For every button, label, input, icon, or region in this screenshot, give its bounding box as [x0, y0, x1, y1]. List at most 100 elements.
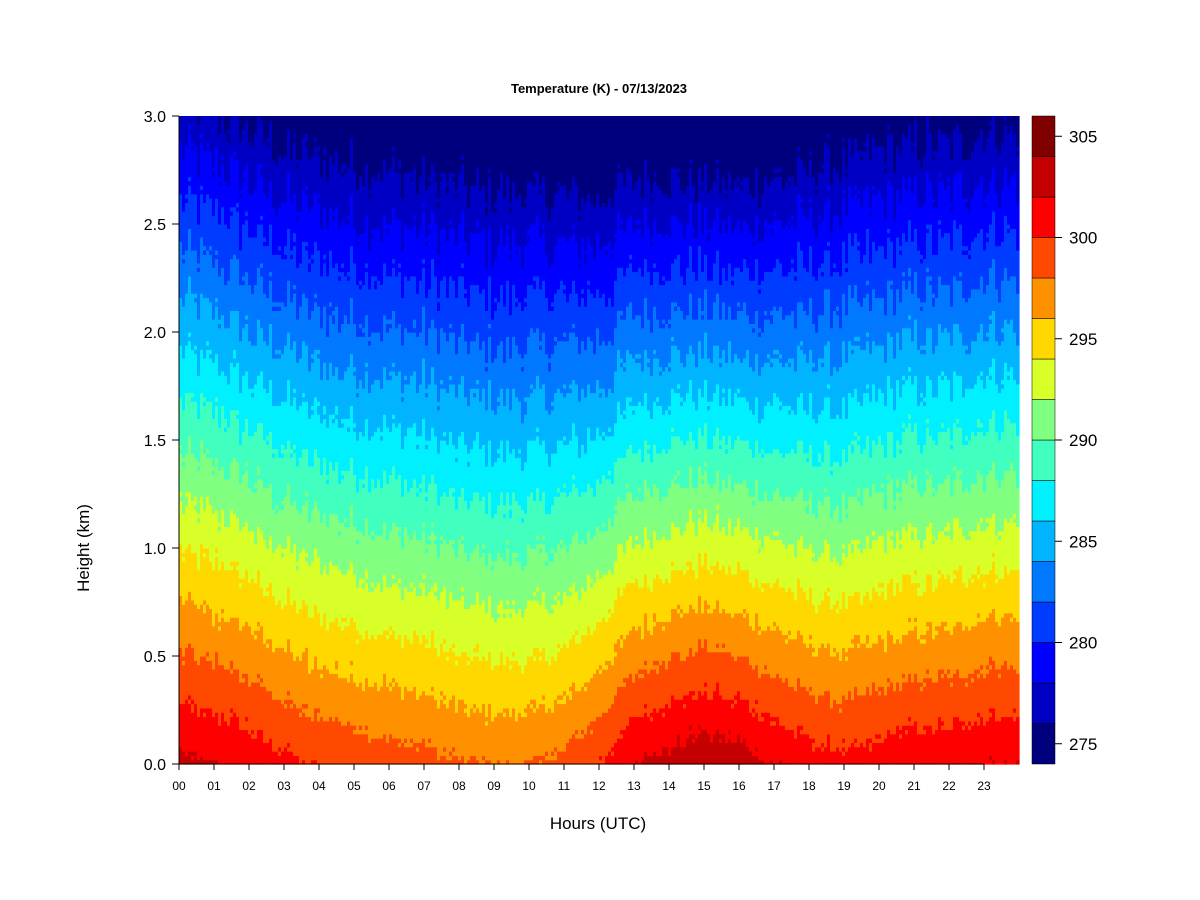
heatmap-cell	[647, 366, 651, 411]
heatmap-cell	[389, 733, 393, 765]
heatmap-cell	[419, 383, 423, 437]
heatmap-cell	[875, 690, 879, 735]
heatmap-cell	[929, 677, 933, 726]
heatmap-cell	[920, 733, 924, 765]
heatmap-cell	[725, 116, 729, 191]
heatmap-cell	[284, 699, 288, 705]
heatmap-cell	[749, 751, 753, 765]
heatmap-cell	[656, 319, 660, 359]
heatmap-cell	[449, 332, 453, 376]
heatmap-cell	[332, 418, 336, 424]
heatmap-cell	[626, 491, 630, 540]
heatmap-cell	[503, 116, 507, 199]
heatmap-cell	[875, 444, 879, 493]
heatmap-cell	[569, 491, 573, 545]
heatmap-cell	[287, 751, 291, 765]
heatmap-cell	[650, 284, 654, 333]
heatmap-cell	[365, 733, 369, 765]
heatmap-cell	[590, 293, 594, 342]
heatmap-cell	[545, 116, 549, 208]
heatmap-cell	[371, 586, 375, 592]
heatmap-cell	[602, 388, 606, 432]
heatmap-cell	[956, 172, 960, 229]
heatmap-cell	[527, 396, 531, 441]
heatmap-cell	[230, 712, 234, 718]
heatmap-cell	[593, 116, 597, 208]
heatmap-cell	[881, 487, 885, 493]
heatmap-cell	[374, 535, 378, 588]
heatmap-cell	[941, 284, 945, 333]
heatmap-cell	[800, 202, 804, 208]
heatmap-cell	[689, 604, 693, 648]
heatmap-cell	[206, 759, 210, 765]
heatmap-cell	[908, 327, 912, 368]
heatmap-cell	[539, 656, 543, 661]
heatmap-cell	[899, 729, 903, 735]
heatmap-cell	[602, 293, 606, 342]
heatmap-cell	[506, 491, 510, 540]
heatmap-cell	[893, 116, 897, 173]
heatmap-cell	[626, 487, 630, 493]
heatmap-cell	[674, 651, 678, 700]
heatmap-cell	[566, 116, 570, 199]
heatmap-cell	[266, 487, 270, 549]
heatmap-cell	[473, 755, 477, 765]
heatmap-cell	[503, 608, 507, 614]
heatmap-cell	[383, 573, 387, 631]
heatmap-cell	[647, 716, 651, 756]
heatmap-cell	[830, 418, 834, 467]
heatmap-cell	[227, 427, 231, 480]
heatmap-cell	[935, 491, 939, 540]
heatmap-cell	[284, 254, 288, 260]
heatmap-cell	[620, 172, 624, 221]
heatmap-cell	[266, 643, 270, 648]
heatmap-cell	[866, 336, 870, 342]
heatmap-cell	[497, 245, 501, 303]
heatmap-cell	[275, 353, 279, 359]
heatmap-cell	[410, 180, 414, 229]
heatmap-cell	[497, 344, 501, 398]
heatmap-cell	[476, 543, 480, 592]
heatmap-cell	[533, 280, 537, 290]
heatmap-cell	[521, 470, 525, 510]
heatmap-cell	[851, 647, 855, 700]
heatmap-cell	[941, 431, 945, 484]
heatmap-cell	[398, 474, 402, 527]
heatmap-cell	[842, 396, 846, 450]
heatmap-cell	[389, 379, 393, 432]
heatmap-cell	[827, 444, 831, 497]
heatmap-cell	[335, 206, 339, 264]
heatmap-cell	[701, 647, 705, 696]
heatmap-cell	[908, 366, 912, 372]
heatmap-cell	[464, 444, 468, 502]
heatmap-cell	[407, 280, 411, 333]
heatmap-cell	[239, 198, 243, 251]
heatmap-cell	[623, 275, 627, 320]
heatmap-cell	[536, 435, 540, 489]
heatmap-cell	[770, 759, 774, 765]
heatmap-cell	[704, 638, 708, 683]
heatmap-cell	[533, 185, 537, 225]
heatmap-cell	[401, 647, 405, 700]
heatmap-cell	[671, 431, 675, 437]
heatmap-cell	[791, 638, 795, 687]
heatmap-cell	[584, 634, 588, 683]
heatmap-cell	[965, 725, 969, 765]
heatmap-cell	[605, 664, 609, 670]
heatmap-cell	[194, 552, 198, 605]
heatmap-cell	[473, 340, 477, 389]
heatmap-cell	[287, 742, 291, 748]
heatmap-cell	[938, 375, 942, 432]
heatmap-cell	[305, 496, 309, 502]
heatmap-cell	[638, 491, 642, 502]
heatmap-cell	[635, 353, 639, 359]
heatmap-cell	[863, 141, 867, 147]
heatmap-cell	[692, 185, 696, 229]
heatmap-cell	[569, 332, 573, 385]
heatmap-cell	[278, 353, 282, 359]
heatmap-cell	[866, 133, 870, 186]
heatmap-cell	[623, 457, 627, 502]
heatmap-cell	[191, 500, 195, 553]
heatmap-cell	[305, 297, 309, 346]
heatmap-cell	[899, 543, 903, 549]
